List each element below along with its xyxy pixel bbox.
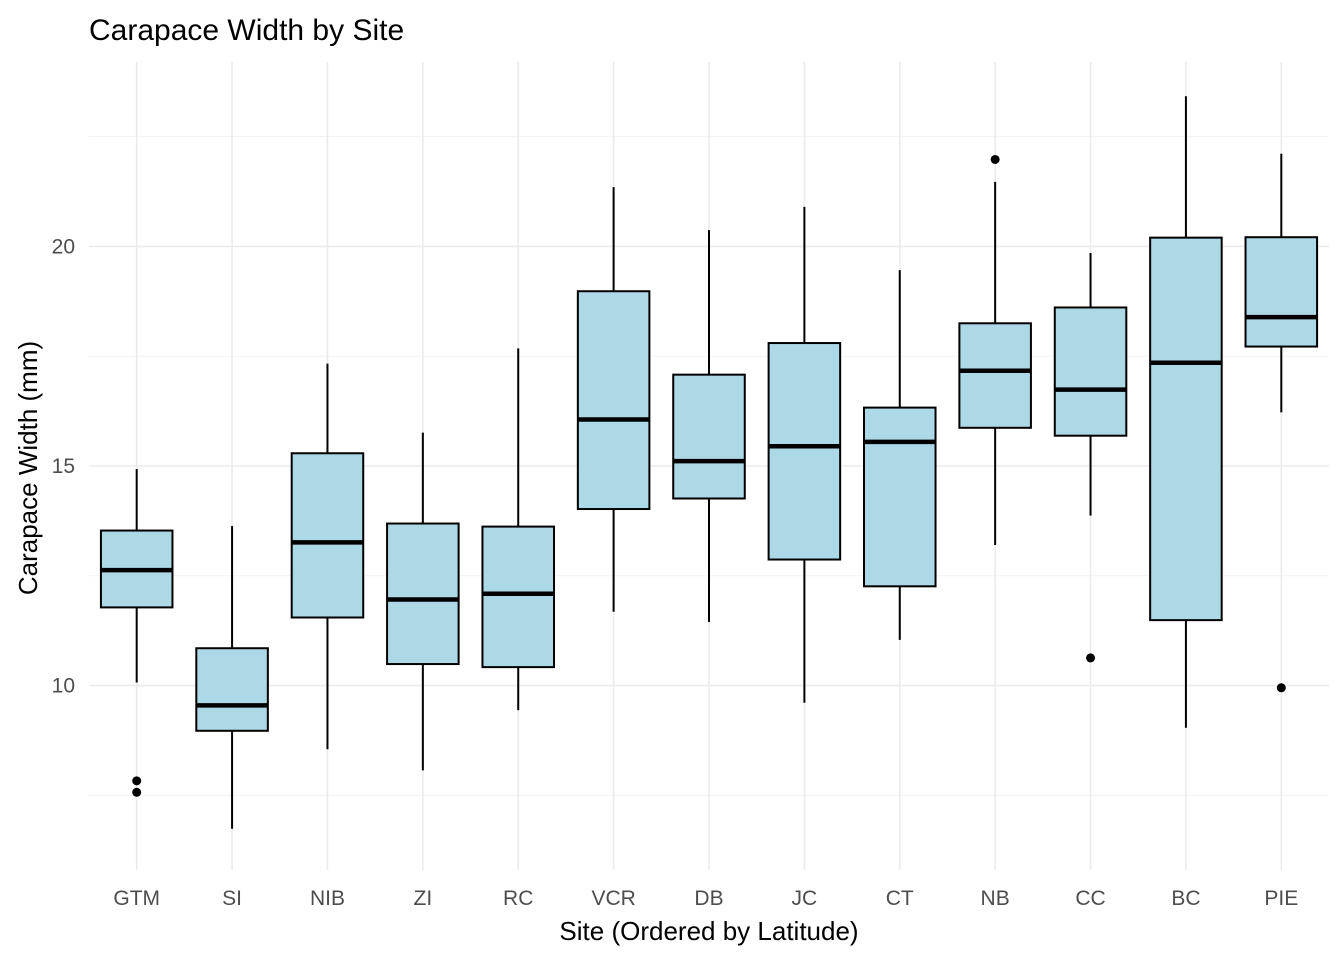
- box-pie: [1244, 153, 1319, 693]
- box-jc: [767, 206, 842, 703]
- x-axis-title: Site (Ordered by Latitude): [559, 916, 858, 946]
- x-tick-label: CT: [886, 887, 914, 910]
- x-tick-label: VCR: [591, 887, 635, 910]
- box-gtm: [99, 469, 174, 797]
- iqr-box: [576, 290, 651, 511]
- box-si: [195, 526, 269, 829]
- iqr-box: [195, 647, 269, 732]
- iqr-box: [1053, 306, 1128, 437]
- outlier-point: [132, 776, 142, 786]
- box-rc: [481, 348, 556, 711]
- iqr-box: [386, 522, 460, 666]
- y-axis-ticks: 10 15 20: [52, 235, 75, 697]
- iqr-box: [863, 406, 937, 588]
- chart-title: Carapace Width by Site: [89, 14, 404, 47]
- x-tick-label: PIE: [1264, 887, 1298, 910]
- iqr-box: [290, 452, 365, 619]
- x-tick-label: BC: [1171, 887, 1200, 910]
- box-cc: [1053, 253, 1128, 663]
- x-tick-label: CC: [1075, 887, 1105, 910]
- boxplot-series: [99, 96, 1319, 829]
- outlier-point: [1276, 683, 1286, 693]
- outlier-point: [132, 787, 142, 797]
- x-tick-label: SI: [222, 887, 242, 910]
- iqr-box: [767, 342, 842, 561]
- y-tick-label: 20: [52, 235, 75, 258]
- y-axis-title: Carapace Width (mm): [13, 341, 43, 595]
- box-nb: [958, 154, 1032, 546]
- box-db: [672, 230, 746, 622]
- x-tick-label: NB: [981, 887, 1010, 910]
- box-zi: [386, 432, 460, 771]
- x-tick-label: NIB: [310, 887, 345, 910]
- box-nib: [290, 363, 365, 750]
- outlier-point: [1086, 653, 1096, 663]
- iqr-box: [481, 525, 556, 669]
- y-tick-label: 15: [52, 455, 75, 478]
- x-tick-label: JC: [792, 887, 818, 910]
- x-tick-label: ZI: [414, 887, 433, 910]
- iqr-box: [958, 322, 1032, 429]
- box-vcr: [576, 187, 651, 612]
- x-tick-label: DB: [694, 887, 723, 910]
- box-ct: [863, 270, 937, 640]
- iqr-box: [672, 373, 746, 500]
- box-bc: [1149, 96, 1223, 728]
- x-tick-label: GTM: [113, 887, 160, 910]
- iqr-box: [1244, 236, 1319, 348]
- iqr-box: [1149, 236, 1223, 622]
- x-tick-label: RC: [503, 887, 533, 910]
- y-tick-label: 10: [52, 675, 75, 698]
- x-axis-ticks: GTM SI NIB ZI RC VCR DB JC CT NB CC BC PIE: [113, 887, 1298, 910]
- outlier-point: [990, 154, 1000, 164]
